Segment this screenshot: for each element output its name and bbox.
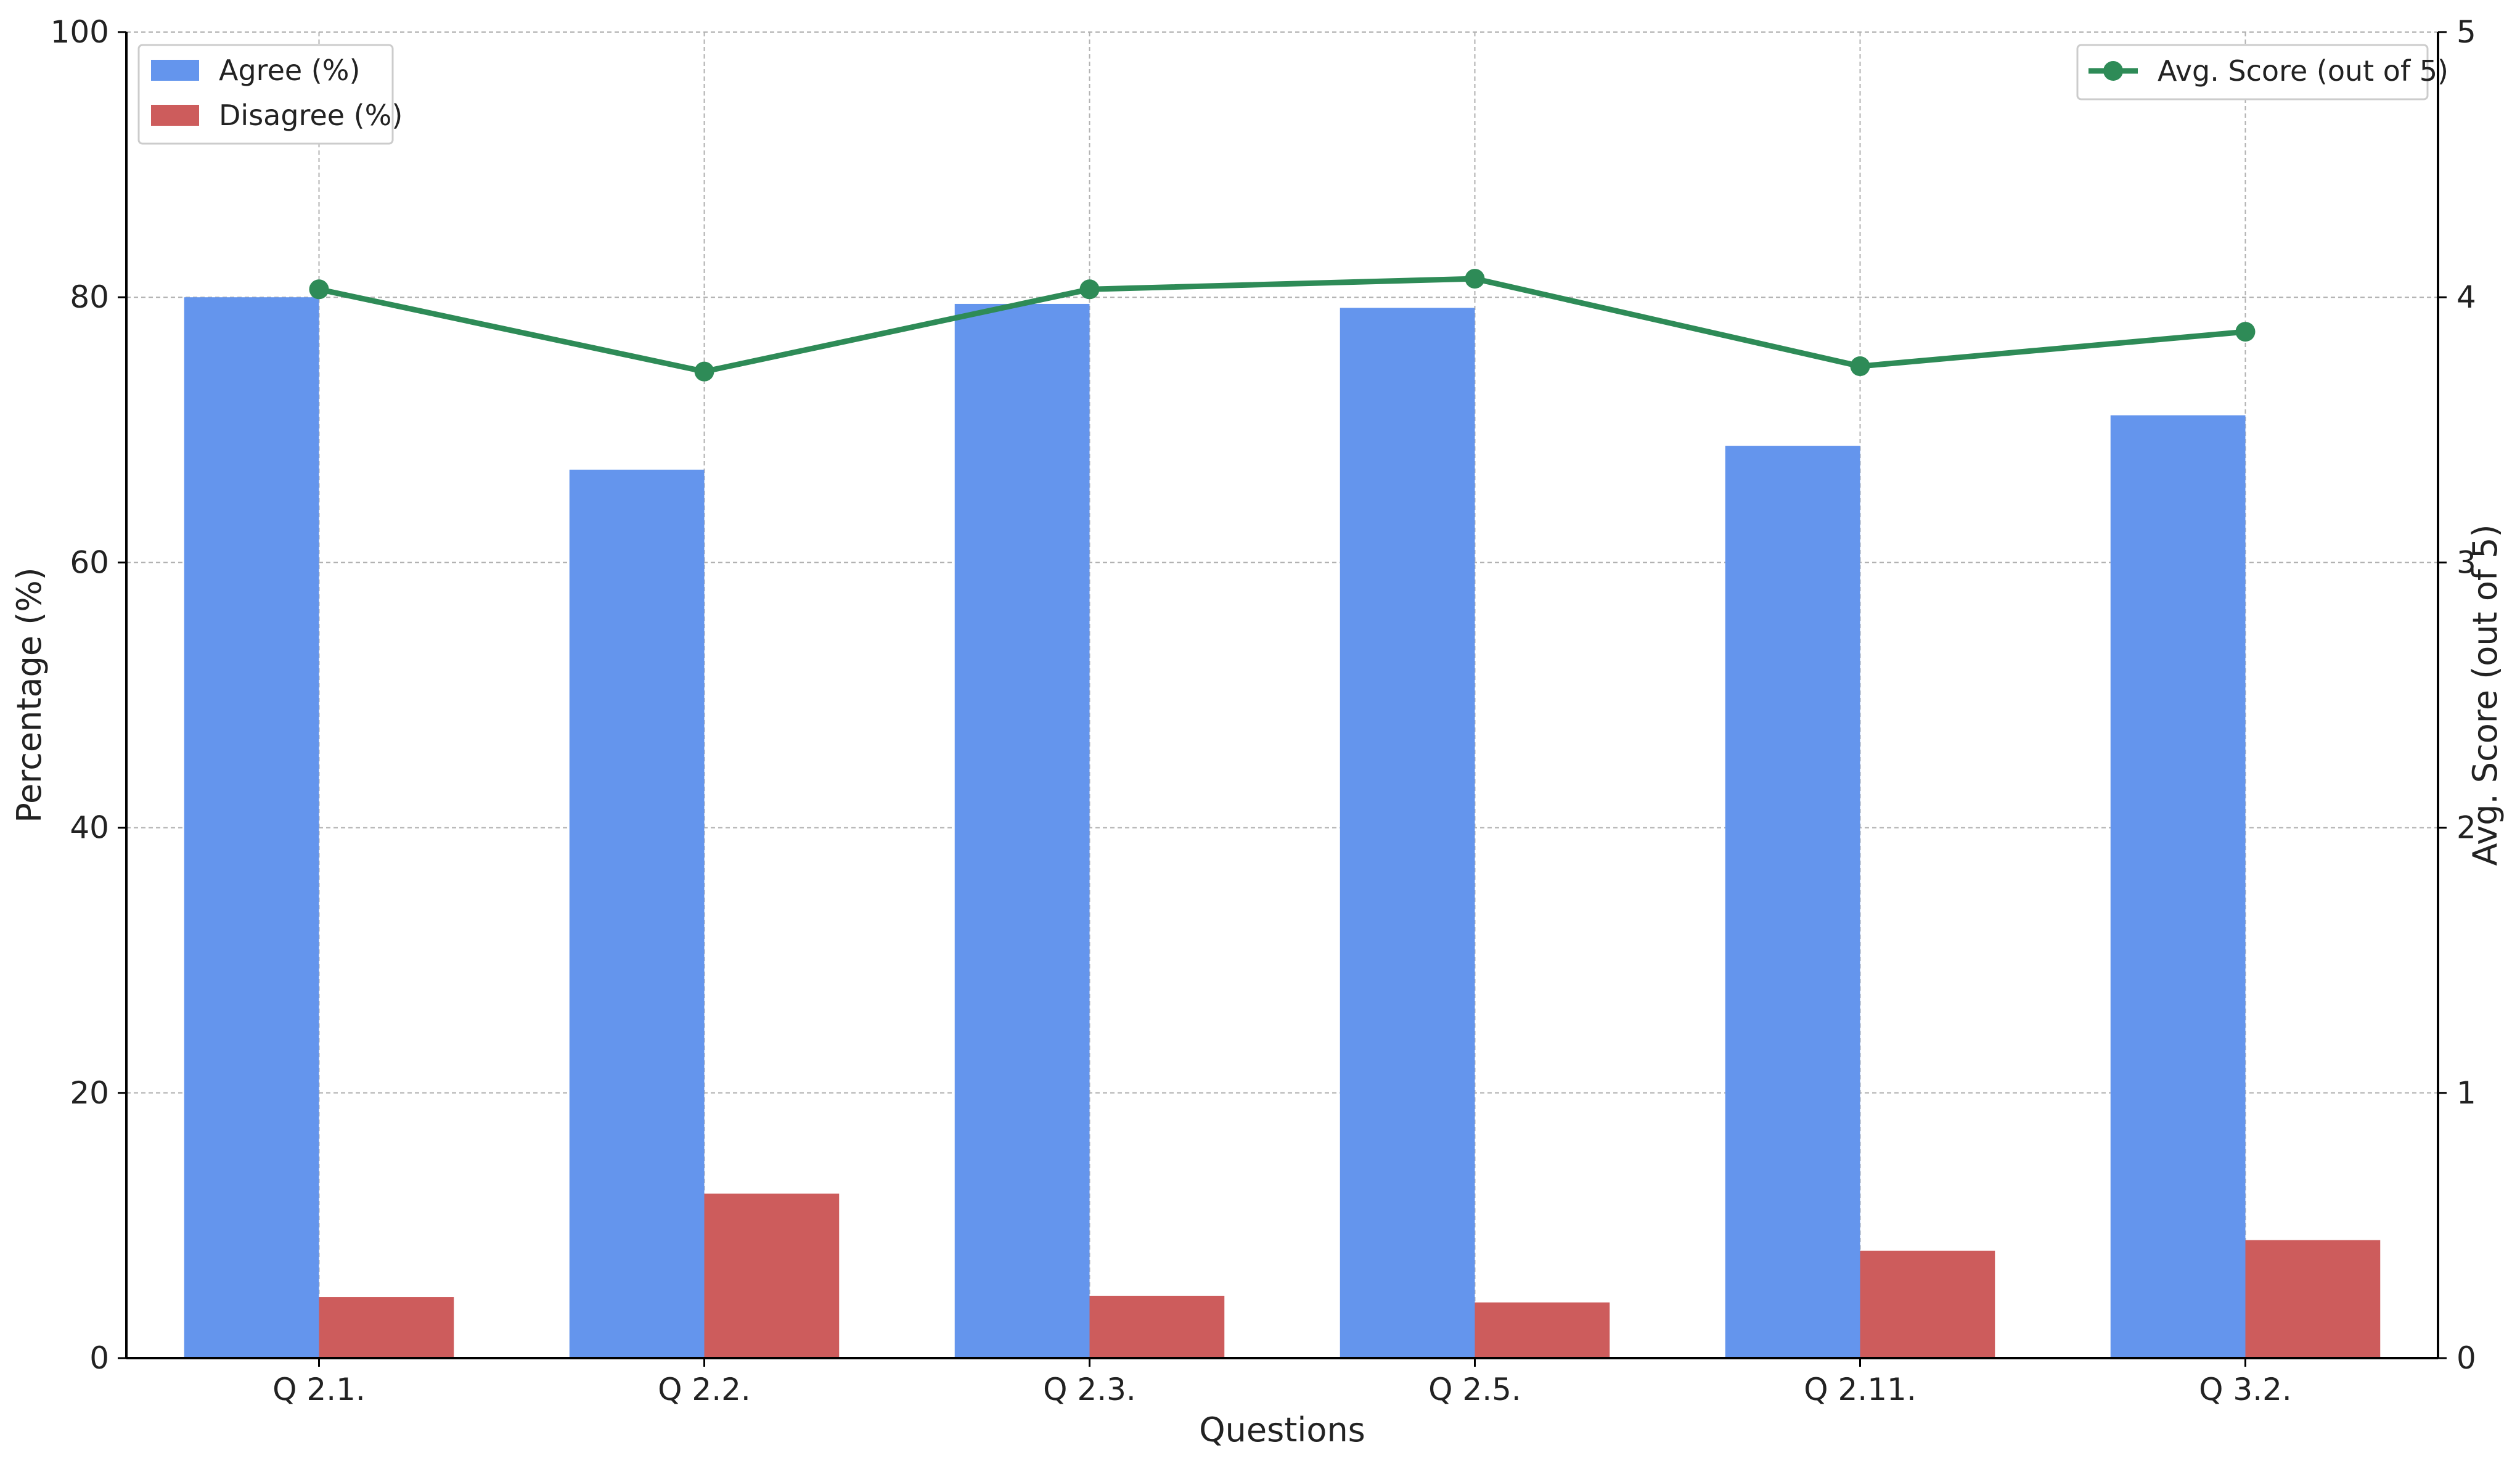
avg-score-point-6 bbox=[2235, 322, 2256, 342]
legend-bars-frame bbox=[137, 44, 394, 145]
x-tick-label: Q 2.5. bbox=[1428, 1372, 1521, 1407]
legend-label-disagree: Disagree (%) bbox=[219, 99, 403, 132]
x-tick-label: Q 2.2. bbox=[658, 1372, 751, 1407]
y2-tick-label: 2 bbox=[2457, 810, 2476, 846]
x-tick-label: Q 2.3. bbox=[1043, 1372, 1136, 1407]
x-tick-label: Q 2.11. bbox=[1804, 1372, 1916, 1407]
legend-bars: Agree (%) Disagree (%) bbox=[137, 44, 403, 145]
y2-tick-label: 0 bbox=[2457, 1340, 2476, 1376]
legend-line: Avg. Score (out of 5) bbox=[2076, 44, 2448, 100]
y-tick-label: 20 bbox=[70, 1075, 109, 1111]
y-tick-label: 80 bbox=[70, 279, 109, 315]
y-tick-label: 60 bbox=[70, 544, 109, 580]
grid-layer bbox=[126, 31, 2438, 1359]
bar-agree-3 bbox=[954, 303, 1090, 1359]
avg-score-point-5 bbox=[1850, 356, 1870, 377]
avg-score-point-1 bbox=[309, 279, 329, 300]
bar-disagree-3 bbox=[1089, 1295, 1225, 1358]
legend-marker-avg-score bbox=[2103, 61, 2123, 81]
y2-tick-label: 5 bbox=[2457, 14, 2476, 50]
y2-tick-label: 4 bbox=[2457, 279, 2476, 315]
legend-label-avg-score: Avg. Score (out of 5) bbox=[2158, 54, 2448, 88]
bar-disagree-4 bbox=[1475, 1302, 1610, 1358]
x-axis-label: Questions bbox=[1199, 1411, 1365, 1449]
y2-tick-label: 1 bbox=[2457, 1075, 2476, 1111]
y-tick-label: 100 bbox=[51, 14, 109, 50]
y-tick-label: 40 bbox=[70, 810, 109, 846]
bar-disagree-5 bbox=[1860, 1250, 1995, 1358]
y-tick-label: 0 bbox=[89, 1340, 109, 1376]
legend-swatch-agree bbox=[151, 60, 199, 81]
y2-axis-label: Avg. Score (out of 5) bbox=[2466, 524, 2505, 866]
bar-agree-4 bbox=[1340, 308, 1475, 1359]
ticks-layer: 0 20 40 60 80 100 0 1 2 3 4 5 Q 2.1. Q 2.2. Q 2.3. Q 2.… bbox=[51, 14, 2476, 1407]
axes-layer bbox=[125, 32, 2439, 1359]
y2-tick-label: 3 bbox=[2457, 544, 2476, 580]
x-tick-label: Q 2.1. bbox=[272, 1372, 366, 1407]
y-axis-label: Percentage (%) bbox=[10, 567, 49, 822]
x-tick-label: Q 3.2. bbox=[2199, 1372, 2292, 1407]
legend-line-frame bbox=[2076, 44, 2429, 100]
avg-score-point-2 bbox=[694, 361, 714, 382]
avg-score-line bbox=[318, 276, 2246, 375]
bar-agree-2 bbox=[569, 469, 705, 1358]
avg-score-point-4 bbox=[1465, 269, 1485, 289]
bar-agree-6 bbox=[2110, 415, 2246, 1359]
bar-layer bbox=[184, 297, 2381, 1359]
legend-swatch-disagree bbox=[151, 105, 199, 126]
bar-agree-1 bbox=[184, 297, 319, 1359]
legend-label-agree: Agree (%) bbox=[219, 54, 360, 87]
line-layer bbox=[309, 269, 2256, 382]
bar-disagree-6 bbox=[2245, 1240, 2381, 1358]
bar-disagree-1 bbox=[319, 1297, 454, 1358]
avg-score-point-3 bbox=[1079, 279, 1100, 300]
bar-agree-5 bbox=[1725, 446, 1860, 1358]
bar-disagree-2 bbox=[704, 1194, 840, 1358]
